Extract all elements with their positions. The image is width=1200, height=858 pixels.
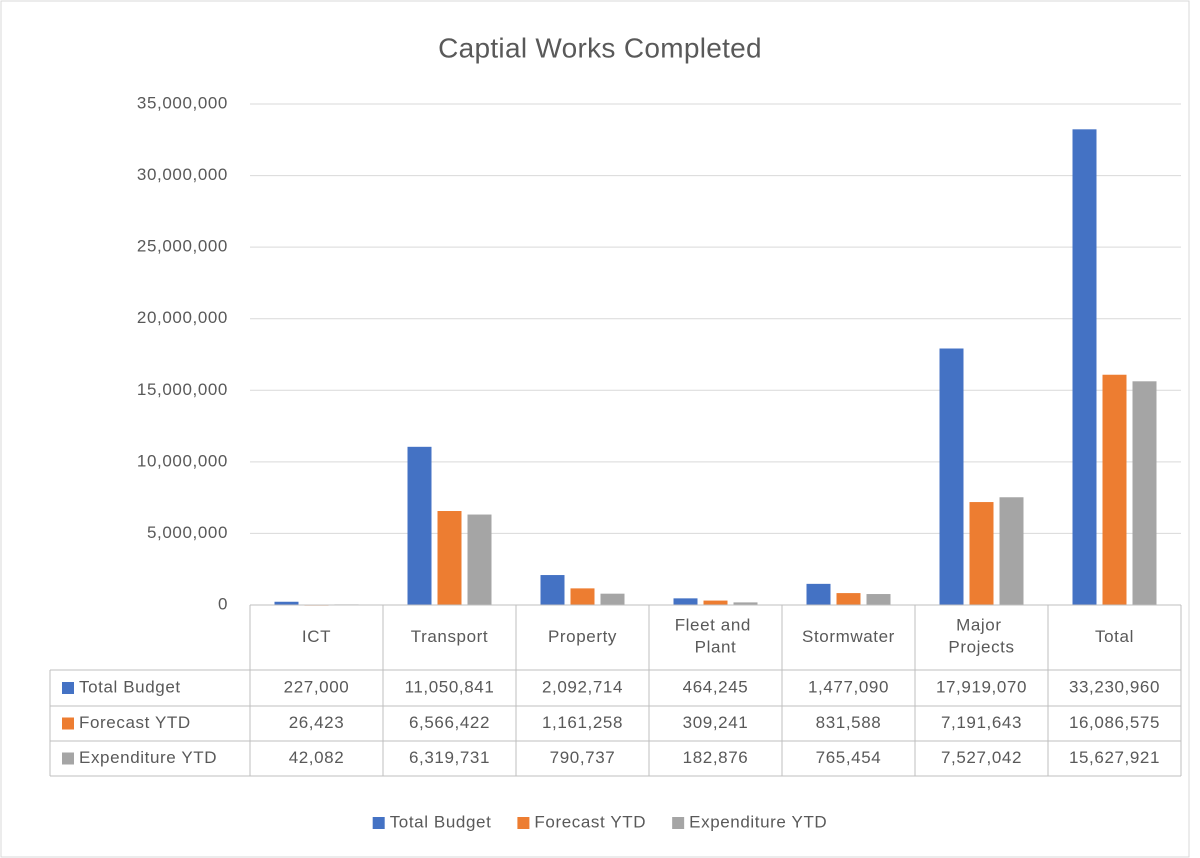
legend-key — [62, 752, 74, 765]
bar — [866, 594, 891, 605]
x-tick-label: Stormwater — [802, 627, 895, 646]
legend-label: Expenditure YTD — [689, 812, 827, 831]
bar — [703, 600, 728, 605]
table-value: 1,161,258 — [542, 713, 623, 732]
table-value: 33,230,960 — [1069, 677, 1160, 696]
x-tick-label: Major Projects — [948, 616, 1014, 657]
bar — [467, 514, 492, 605]
bar — [407, 446, 432, 605]
table-value: 15,627,921 — [1069, 748, 1160, 767]
bar — [806, 583, 831, 605]
bar — [274, 601, 299, 605]
y-tick-label: 20,000,000 — [137, 308, 228, 327]
y-tick-label: 15,000,000 — [137, 380, 228, 399]
table-value: 182,876 — [683, 748, 749, 767]
table-value: 42,082 — [289, 748, 345, 767]
y-tick-label: 25,000,000 — [137, 237, 228, 256]
bar — [939, 348, 964, 605]
table-value: 765,454 — [816, 748, 882, 767]
chart-title: Captial Works Completed — [438, 32, 762, 63]
row-label: Expenditure YTD — [79, 748, 217, 767]
table-value: 309,241 — [683, 713, 749, 732]
x-tick-label: Property — [548, 627, 617, 646]
bar — [999, 497, 1024, 605]
legend-key — [517, 817, 530, 829]
bar — [969, 502, 994, 605]
y-tick-label: 0 — [218, 594, 228, 613]
x-tick-label: Transport — [411, 627, 489, 646]
table-value: 1,477,090 — [808, 677, 889, 696]
legend-key — [62, 717, 74, 730]
table-value: 16,086,575 — [1069, 713, 1160, 732]
table-value: 831,588 — [816, 713, 882, 732]
legend-key — [372, 817, 385, 829]
legend-key — [62, 682, 74, 694]
bar — [1102, 374, 1127, 605]
table-value: 7,527,042 — [941, 748, 1022, 767]
table-value: 790,737 — [550, 748, 616, 767]
table-value: 464,245 — [683, 677, 749, 696]
bar — [1132, 381, 1157, 605]
table-value: 2,092,714 — [542, 677, 623, 696]
table-value: 11,050,841 — [405, 677, 495, 696]
bar — [540, 575, 565, 605]
bar — [1072, 129, 1097, 605]
table-value: 227,000 — [284, 677, 350, 696]
x-tick-label: Fleet and Plant — [675, 616, 757, 657]
legend-label: Total Budget — [390, 812, 492, 831]
x-tick-label: Total — [1095, 627, 1134, 646]
y-tick-label: 5,000,000 — [147, 523, 228, 542]
legend-label: Forecast YTD — [534, 812, 646, 831]
bar — [600, 593, 625, 605]
bar — [836, 593, 861, 605]
row-label: Total Budget — [79, 677, 181, 696]
bar — [733, 602, 758, 605]
row-label: Forecast YTD — [79, 713, 191, 732]
y-tick-label: 35,000,000 — [137, 93, 228, 112]
legend-key — [672, 817, 685, 829]
table-value: 17,919,070 — [936, 677, 1027, 696]
bar — [673, 598, 698, 605]
table-value: 26,423 — [289, 713, 345, 732]
table-value: 6,566,422 — [409, 713, 490, 732]
y-tick-label: 10,000,000 — [137, 451, 228, 470]
table-value: 6,319,731 — [409, 748, 490, 767]
table-value: 7,191,643 — [941, 713, 1022, 732]
y-tick-label: 30,000,000 — [137, 165, 228, 184]
bar — [437, 511, 462, 605]
x-tick-label: ICT — [302, 627, 331, 646]
bar — [570, 588, 595, 605]
